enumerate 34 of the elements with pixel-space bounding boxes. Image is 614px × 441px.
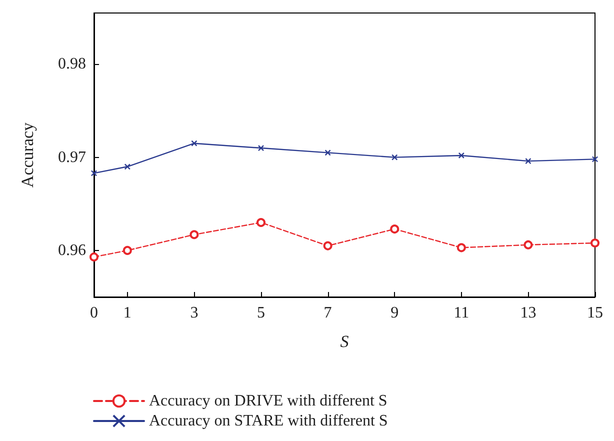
point: [458, 152, 464, 159]
point: [90, 170, 98, 176]
x-tick-label: 7: [324, 304, 332, 322]
y-tick-label: 0.98: [58, 56, 86, 73]
point: [191, 140, 198, 146]
point: [590, 238, 600, 248]
x-tick-label: 11: [454, 304, 470, 322]
x-tick-label: 9: [390, 304, 399, 322]
point: [524, 240, 533, 250]
point: [525, 158, 532, 164]
y-tick-label: 0.97: [58, 148, 86, 166]
point: [122, 246, 132, 255]
y-axis-title: Accuracy: [18, 122, 37, 188]
x-axis-title: S: [340, 332, 350, 351]
point: [258, 144, 264, 152]
x-tick-label: 5: [257, 304, 265, 322]
x-tick-label: 0: [90, 304, 98, 322]
point: [456, 243, 466, 252]
x-tick-label: 13: [520, 304, 536, 322]
legend-label: Accuracy on DRIVE with different S: [149, 392, 388, 410]
legend-label: Accuracy on STARE with different S: [149, 412, 388, 430]
point: [256, 218, 266, 228]
point: [190, 230, 199, 240]
point: [592, 156, 598, 162]
point: [390, 224, 400, 234]
point: [324, 150, 331, 156]
point: [323, 241, 332, 250]
y-tick-label: 0.96: [58, 242, 86, 259]
point: [90, 252, 98, 262]
point: [392, 154, 398, 160]
x-tick-label: 3: [190, 304, 198, 322]
x-tick-label: 1: [123, 304, 132, 322]
x-tick-label: 15: [587, 304, 603, 322]
point: [124, 164, 130, 170]
